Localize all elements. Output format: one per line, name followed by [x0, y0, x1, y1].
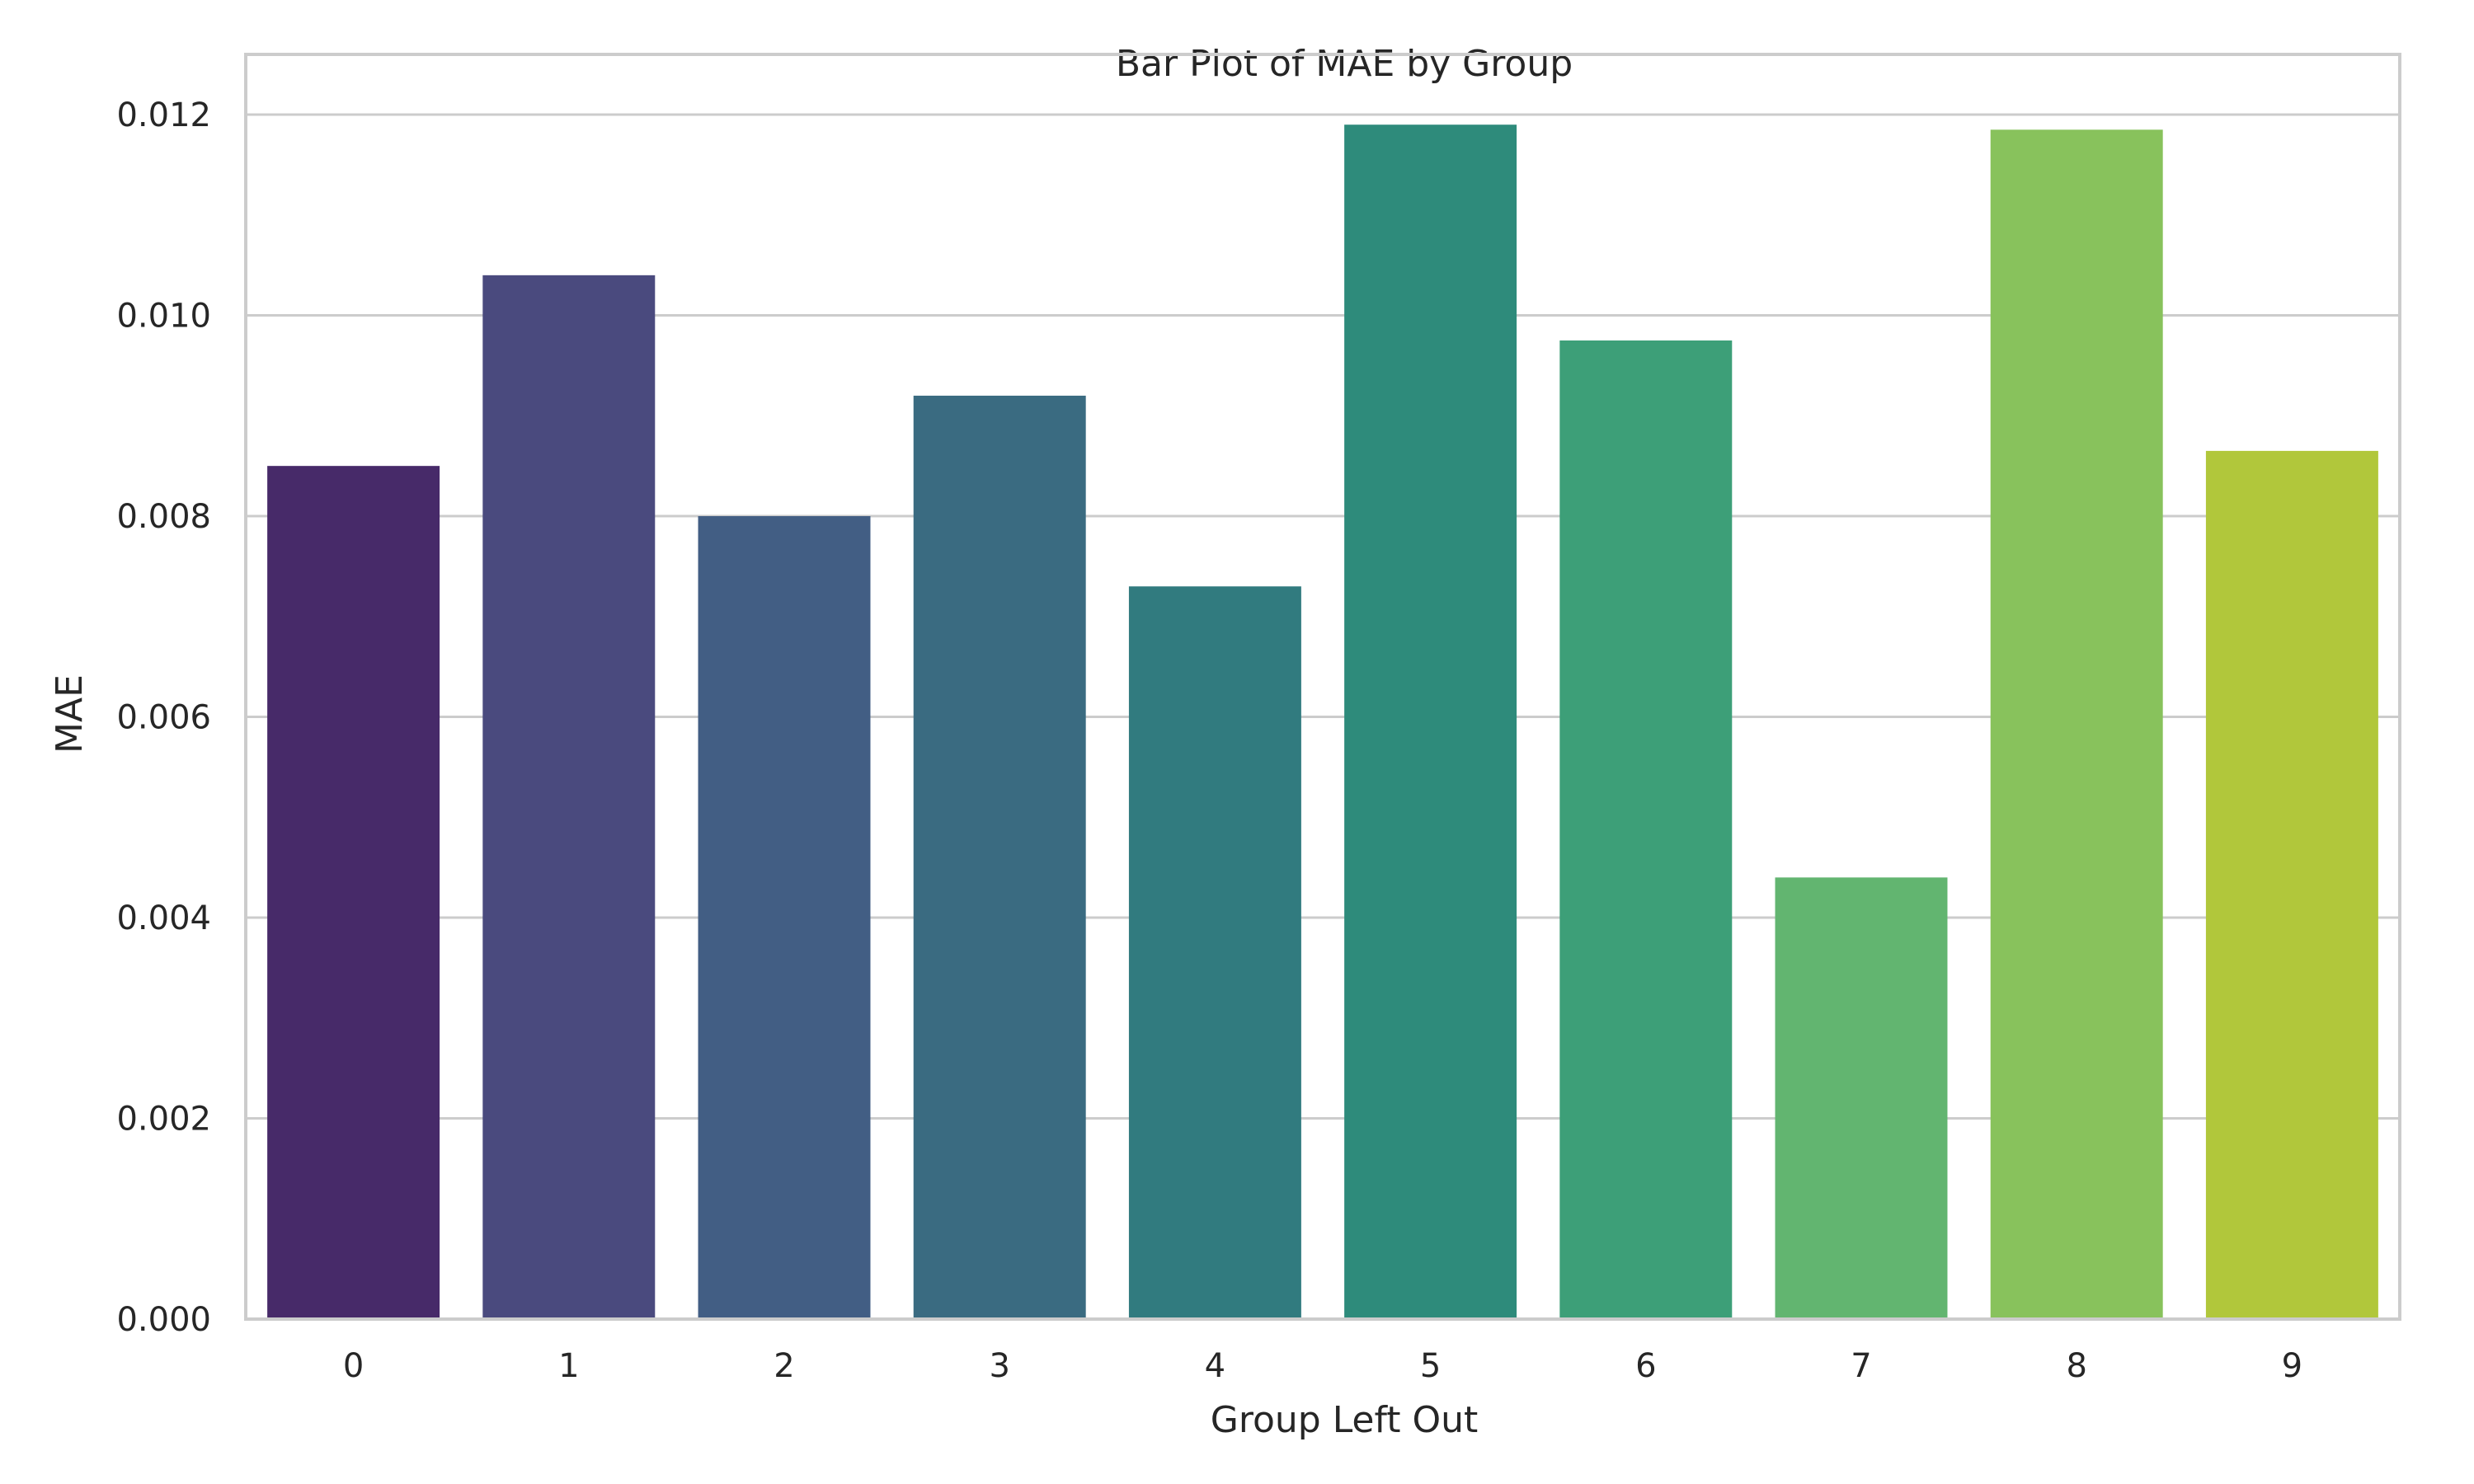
y-tick-label: 0.008: [116, 498, 211, 536]
x-tick-label: 7: [1851, 1347, 1871, 1385]
bar-group-2: [698, 516, 871, 1319]
plot-frame: [244, 53, 2401, 1321]
x-tick-label: 2: [774, 1347, 794, 1385]
x-tick-label: 9: [2282, 1347, 2302, 1385]
y-axis-label: MAE: [49, 674, 91, 754]
bar-group-1: [482, 275, 656, 1319]
bar-group-6: [1559, 340, 1733, 1319]
x-tick-label: 1: [558, 1347, 579, 1385]
x-tick-label: 0: [343, 1347, 364, 1385]
y-tick-label: 0.010: [116, 298, 211, 336]
bar-group-5: [1344, 124, 1517, 1320]
bar-group-8: [1990, 129, 2163, 1319]
x-tick-labels: 0 1 2 3 4 5 6 7 8 9: [343, 1347, 2302, 1385]
x-tick-label: 4: [1205, 1347, 1225, 1385]
x-tick-label: 3: [989, 1347, 1009, 1385]
x-tick-label: 5: [1420, 1347, 1441, 1385]
y-tick-label: 0.012: [116, 96, 211, 134]
bar-group-0: [267, 466, 440, 1320]
y-tick-label: 0.002: [116, 1101, 211, 1139]
chart-title: Bar Plot of MAE by Group: [1116, 43, 1573, 85]
y-tick-label: 0.004: [116, 899, 211, 937]
x-tick-label: 6: [1635, 1347, 1656, 1385]
x-axis-label: Group Left Out: [1211, 1399, 1478, 1441]
y-tick-label: 0.006: [116, 699, 211, 737]
bar-group-4: [1128, 586, 1301, 1319]
bar-group-9: [2205, 450, 2378, 1319]
x-tick-label: 8: [2066, 1347, 2086, 1385]
bars: [267, 124, 2378, 1320]
bar-group-3: [913, 395, 1086, 1319]
y-tick-label: 0.000: [116, 1301, 211, 1339]
bar-group-7: [1775, 877, 1948, 1319]
y-tick-labels: 0.000 0.002 0.004 0.006 0.008 0.010 0.012: [116, 96, 211, 1339]
